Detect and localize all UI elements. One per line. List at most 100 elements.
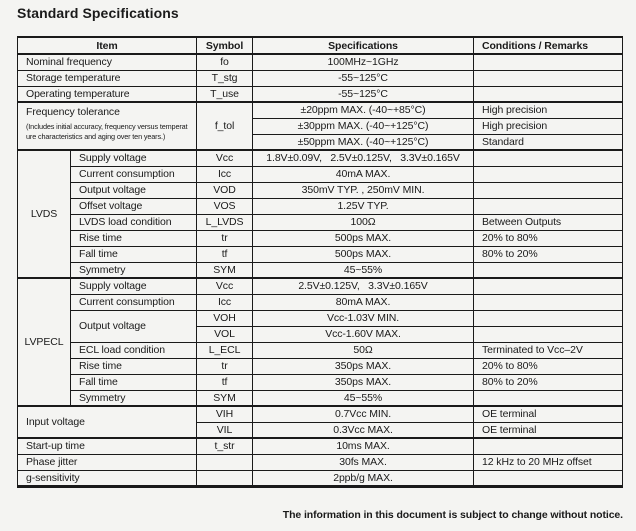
symbol-cell (196, 470, 253, 487)
row-lvpecl-output-voltage-voh: Output voltage VOH Vcc-1.03V MIN. (18, 310, 623, 343)
item-cell: Symmetry (69, 262, 197, 279)
symbol-cell: Vcc (196, 277, 253, 295)
row-lvpecl-supply-voltage: LVPECL Supply voltage Vcc 2.5V±0.125V, 3… (17, 277, 623, 407)
row-lvds-rise-time: Rise time tr 500ps MAX. 20% to 80% (18, 230, 623, 247)
cond-cell: 80% to 20% (473, 374, 623, 391)
row-lvpecl-ecl-load-condition: ECL load condition L_ECL 50Ω Terminated … (18, 342, 623, 359)
frequency-tolerance-label: Frequency tolerance (26, 106, 120, 118)
page-title: Standard Specifications (17, 5, 179, 21)
group-cell-lvpecl: LVPECL (17, 277, 71, 407)
cond-cell: OE terminal (473, 405, 623, 423)
header-item: Item (17, 37, 197, 55)
spec-cell: 30fs MAX. (252, 454, 474, 471)
item-cell: Offset voltage (69, 198, 197, 215)
spec-cell: Vcc-1.60V MAX. (252, 326, 474, 343)
symbol-cell: tf (196, 246, 253, 263)
item-cell-output-voltage: Output voltage (69, 310, 197, 343)
header-symbol: Symbol (196, 37, 253, 55)
symbol-cell: t_str (196, 437, 253, 455)
item-cell: Fall time (69, 246, 197, 263)
row-input-voltage-vih: Input voltage VIH 0.7Vcc MIN. OE termina… (17, 405, 623, 439)
header-specifications: Specifications (252, 37, 474, 55)
symbol-cell (196, 454, 253, 471)
row-lvds-load-condition: LVDS load condition L_LVDS 100Ω Between … (18, 214, 623, 231)
spec-cell: -55~125°C (252, 70, 474, 87)
cond-cell: 20% to 80% (473, 230, 623, 247)
symbol-cell: tr (196, 230, 253, 247)
disclaimer-text: The information in this document is subj… (282, 509, 623, 521)
item-cell: Start-up time (17, 437, 197, 455)
cond-cell: High precision (473, 101, 623, 119)
row-lvds-symmetry: Symmetry SYM 45~55% (18, 262, 623, 279)
cond-cell (473, 149, 623, 167)
symbol-cell: Icc (196, 294, 253, 311)
symbol-cell: L_ECL (196, 342, 253, 359)
cond-cell: Terminated to Vcc–2V (473, 342, 623, 359)
spec-cell: 500ps MAX. (252, 230, 474, 247)
frequency-tolerance-note-line1: (Includes initial accuracy, frequency ve… (26, 122, 188, 131)
row-frequency-tolerance-3: ±50ppm MAX. (-40~+125°C) Standard (18, 134, 623, 151)
cond-cell: Between Outputs (473, 214, 623, 231)
row-lvds-offset-voltage: Offset voltage VOS 1.25V TYP. (18, 198, 623, 215)
spec-cell: 350ps MAX. (252, 358, 474, 375)
cond-cell (473, 277, 623, 295)
cond-cell (473, 86, 623, 103)
item-cell-input-voltage: Input voltage (17, 405, 197, 439)
cond-cell (473, 470, 623, 487)
item-cell-frequency-tolerance: Frequency tolerance (Includes initial ac… (17, 101, 197, 151)
spec-cell: 45~55% (252, 390, 474, 407)
cond-cell (473, 294, 623, 311)
cond-cell (473, 390, 623, 407)
item-cell: Supply voltage (69, 149, 197, 167)
item-cell: ECL load condition (69, 342, 197, 359)
spec-cell: 0.7Vcc MIN. (252, 405, 474, 423)
row-frequency-tolerance-1: Frequency tolerance (Includes initial ac… (17, 101, 623, 151)
symbol-cell: VIL (196, 422, 253, 439)
row-frequency-tolerance-2: ±30ppm MAX. (-40~+125°C) High precision (18, 118, 623, 135)
spec-cell: ±20ppm MAX. (-40~+85°C) (252, 101, 474, 119)
row-lvds-current-consumption: Current consumption Icc 40mA MAX. (18, 166, 623, 183)
spec-cell: 80mA MAX. (252, 294, 474, 311)
item-cell: Output voltage (69, 182, 197, 199)
item-cell: Rise time (69, 230, 197, 247)
symbol-cell: tr (196, 358, 253, 375)
symbol-cell: f_tol (196, 101, 253, 151)
frequency-tolerance-note-line2: ure characteristics and aging over ten y… (26, 132, 166, 141)
spec-cell: Vcc-1.03V MIN. (252, 310, 474, 327)
item-cell: Supply voltage (69, 277, 197, 295)
spec-cell: ±50ppm MAX. (-40~+125°C) (252, 134, 474, 151)
item-cell: g-sensitivity (17, 470, 197, 487)
symbol-cell: fo (196, 54, 253, 71)
specifications-table: Item Symbol Specifications Conditions / … (17, 36, 624, 488)
item-cell: Rise time (69, 358, 197, 375)
row-lvpecl-output-voltage-vol: VOL Vcc-1.60V MAX. (18, 326, 623, 343)
item-cell: Phase jitter (17, 454, 197, 471)
symbol-cell: tf (196, 374, 253, 391)
symbol-cell: VOL (196, 326, 253, 343)
symbol-cell: SYM (196, 390, 253, 407)
symbol-cell: T_use (196, 86, 253, 103)
item-cell: Operating temperature (17, 86, 197, 103)
item-cell: Current consumption (69, 166, 197, 183)
item-cell: Nominal frequency (17, 54, 197, 71)
row-lvds-supply-voltage: LVDS Supply voltage Vcc 1.8V±0.09V, 2.5V… (17, 149, 623, 279)
row-phase-jitter: Phase jitter 30fs MAX. 12 kHz to 20 MHz … (17, 454, 623, 471)
cond-cell (473, 182, 623, 199)
row-lvpecl-symmetry: Symmetry SYM 45~55% (18, 390, 623, 407)
symbol-cell: L_LVDS (196, 214, 253, 231)
spec-cell: 100Ω (252, 214, 474, 231)
symbol-cell: SYM (196, 262, 253, 279)
cond-cell (473, 326, 623, 343)
row-lvds-fall-time: Fall time tf 500ps MAX. 80% to 20% (18, 246, 623, 263)
cond-cell (473, 54, 623, 71)
symbol-cell: Icc (196, 166, 253, 183)
spec-cell: 0.3Vcc MAX. (252, 422, 474, 439)
item-cell: Current consumption (69, 294, 197, 311)
cond-cell: 20% to 80% (473, 358, 623, 375)
item-cell: LVDS load condition (69, 214, 197, 231)
symbol-cell: VOS (196, 198, 253, 215)
item-cell: Fall time (69, 374, 197, 391)
cond-cell: High precision (473, 118, 623, 135)
row-storage-temperature: Storage temperature T_stg -55~125°C (17, 70, 623, 87)
cond-cell: OE terminal (473, 422, 623, 439)
